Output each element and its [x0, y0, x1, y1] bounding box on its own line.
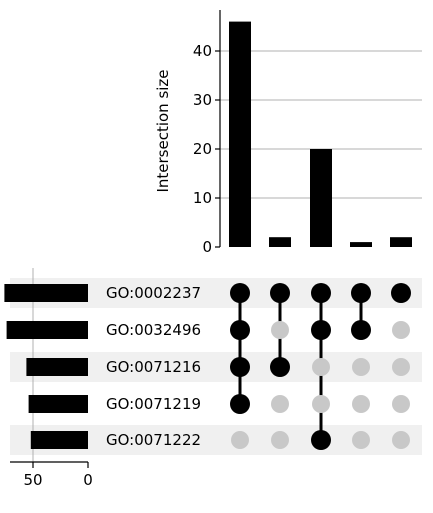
intersection-y-axis-label: Intersection size [154, 69, 172, 192]
set-size-bar [28, 395, 89, 413]
matrix-dot-inactive [392, 395, 410, 413]
matrix-dot-inactive [352, 431, 370, 449]
x-tick-label: 50 [23, 471, 42, 489]
intersection-bar [390, 237, 412, 247]
set-label: GO:0002237 [106, 284, 201, 302]
matrix-dot-inactive [352, 358, 370, 376]
set-labels: GO:0002237 GO:0032496 GO:0071216 GO:0071219… [106, 284, 201, 449]
intersection-y-axis: 0 10 20 30 40 [193, 10, 221, 256]
set-size-bar [6, 321, 89, 339]
matrix-dot-active [351, 320, 371, 340]
matrix-dot-inactive [231, 431, 249, 449]
matrix-dot-active [391, 283, 411, 303]
set-size-x-axis: 50 0 [10, 461, 93, 489]
matrix-dot-active [311, 320, 331, 340]
matrix-dot-active [230, 394, 250, 414]
matrix-dot-active [230, 357, 250, 377]
intersection-bar [229, 21, 251, 247]
matrix-dot-inactive [392, 358, 410, 376]
matrix-dot-inactive [392, 321, 410, 339]
matrix-dot-active [230, 320, 250, 340]
intersection-bars [229, 21, 412, 247]
set-label: GO:0071216 [106, 358, 201, 376]
y-tick-label: 30 [193, 91, 212, 109]
matrix-dot-active [311, 430, 331, 450]
matrix-dot-active [230, 283, 250, 303]
set-size-bar [30, 431, 88, 449]
matrix-dot-active [270, 283, 290, 303]
y-tick-label: 0 [202, 238, 212, 256]
set-size-bar [26, 358, 88, 376]
x-tick-label: 0 [83, 471, 93, 489]
set-label: GO:0071222 [106, 431, 201, 449]
set-label: GO:0071219 [106, 395, 201, 413]
intersection-gridlines [220, 50, 422, 199]
set-size-bars [4, 284, 89, 449]
set-label: GO:0032496 [106, 321, 201, 339]
y-tick-label: 20 [193, 140, 212, 158]
matrix-dot-inactive [392, 431, 410, 449]
intersection-bar [310, 149, 332, 247]
y-tick-label: 10 [193, 189, 212, 207]
matrix-dot-inactive [312, 358, 330, 376]
y-tick-label: 40 [193, 42, 212, 60]
matrix-dot-active [270, 357, 290, 377]
matrix-dot-inactive [271, 431, 289, 449]
matrix-dot-inactive [312, 395, 330, 413]
set-size-bar [4, 284, 88, 302]
matrix-dot-active [311, 283, 331, 303]
matrix-dot-active [351, 283, 371, 303]
matrix-dot-inactive [352, 395, 370, 413]
matrix-dot-inactive [271, 395, 289, 413]
intersection-matrix [230, 283, 411, 450]
matrix-dot-inactive [271, 321, 289, 339]
intersection-bar [350, 242, 372, 247]
intersection-bar [269, 237, 291, 247]
